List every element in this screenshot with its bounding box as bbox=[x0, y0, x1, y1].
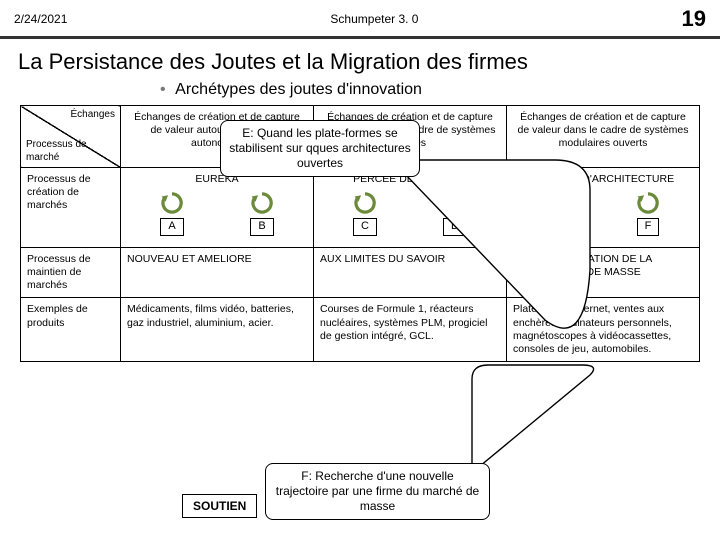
maintain-c1: NOUVEAU ET AMELIORE bbox=[121, 248, 314, 298]
row3-header: Processus de maintien de marchés bbox=[21, 248, 121, 298]
cycle-icon bbox=[159, 190, 185, 216]
cycle-icon bbox=[352, 190, 378, 216]
corner-cell: Échanges Processus de marché bbox=[21, 106, 121, 168]
callout-f: F: Recherche d'une nouvelle trajectoire … bbox=[265, 463, 490, 520]
cycle-icon bbox=[635, 190, 661, 216]
header-date: 2/24/2021 bbox=[14, 12, 67, 26]
cycle-icon bbox=[249, 190, 275, 216]
callout-e: E: Quand les plate-formes se stabilisent… bbox=[220, 120, 420, 177]
cell-eureka: EUREKA A B bbox=[121, 168, 314, 248]
callout-e-tail-icon bbox=[405, 150, 595, 355]
slide-header: 2/24/2021 Schumpeter 3. 0 19 bbox=[0, 0, 720, 39]
subtitle-text: Archétypes des joutes d'innovation bbox=[175, 81, 422, 98]
row4-header: Exemples de produits bbox=[21, 298, 121, 362]
slide-subtitle: • Archétypes des joutes d'innovation bbox=[0, 79, 720, 105]
soutien-label: SOUTIEN bbox=[182, 494, 257, 518]
header-center: Schumpeter 3. 0 bbox=[330, 12, 418, 26]
corner-bottom: Processus de marché bbox=[26, 139, 120, 164]
letter-c: C bbox=[353, 218, 377, 236]
letter-b: B bbox=[250, 218, 273, 236]
slide-title: La Persistance des Joutes et la Migratio… bbox=[0, 39, 720, 79]
letter-a: A bbox=[160, 218, 183, 236]
corner-top: Échanges bbox=[71, 109, 115, 122]
callout-f-tail-icon bbox=[470, 363, 600, 478]
header-page: 19 bbox=[682, 6, 706, 32]
letter-f: F bbox=[637, 218, 660, 236]
products-c1: Médicaments, films vidéo, batteries, gaz… bbox=[121, 298, 314, 362]
row2-header: Processus de création de marchés bbox=[21, 168, 121, 248]
bullet-dot: • bbox=[160, 81, 166, 98]
